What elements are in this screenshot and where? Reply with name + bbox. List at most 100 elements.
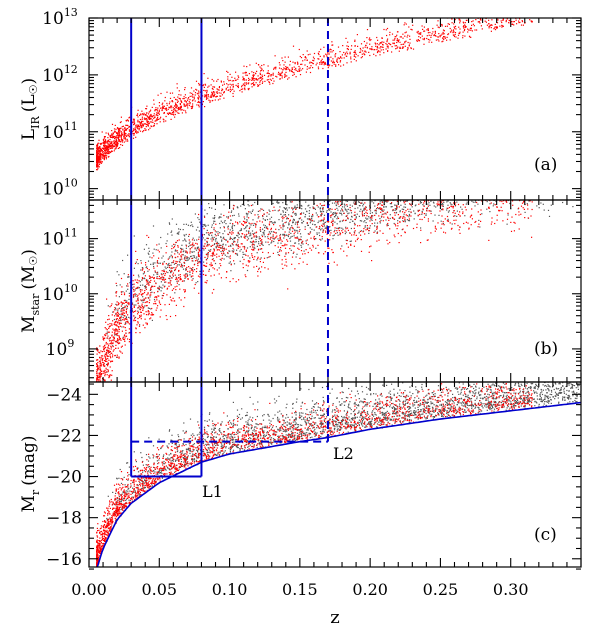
data-point (436, 24, 438, 26)
data-point (218, 87, 220, 89)
data-point (379, 197, 380, 198)
data-point (295, 221, 297, 223)
data-point (403, 171, 404, 172)
data-point (394, 180, 395, 181)
data-point (388, 42, 390, 44)
data-point (210, 96, 212, 98)
data-point (305, 71, 307, 73)
data-point (540, 202, 542, 204)
data-point (264, 236, 266, 238)
data-point (495, 184, 496, 185)
data-point (395, 187, 396, 188)
data-point (482, 193, 483, 194)
data-point (407, 158, 408, 159)
data-point (486, 192, 487, 193)
data-point (233, 90, 235, 92)
data-point (190, 105, 192, 108)
data-point (312, 206, 314, 208)
data-point (530, 20, 532, 22)
data-point (488, 19, 490, 21)
data-point (329, 208, 331, 210)
data-point (466, 185, 467, 186)
data-point (143, 114, 145, 116)
data-point (225, 244, 227, 246)
data-point (110, 345, 112, 347)
data-point (286, 204, 288, 206)
data-point (162, 273, 164, 275)
data-point (509, 172, 510, 173)
data-point (259, 83, 261, 85)
data-point (187, 98, 189, 100)
data-point (535, 134, 536, 135)
data-point (408, 219, 410, 222)
data-point (103, 159, 105, 161)
data-point (525, 167, 526, 168)
data-point (502, 220, 504, 222)
data-point (102, 336, 104, 338)
data-point (110, 357, 112, 359)
data-point (462, 186, 463, 187)
data-point (236, 221, 239, 224)
data-point (245, 198, 246, 199)
data-point (188, 245, 190, 248)
data-point (141, 279, 143, 281)
data-point (151, 115, 153, 117)
data-point (167, 264, 169, 266)
data-point (208, 233, 210, 235)
data-point (461, 161, 462, 162)
data-point (237, 85, 239, 87)
data-point (454, 174, 455, 175)
data-point (233, 197, 234, 198)
data-point (309, 207, 311, 209)
data-point (372, 194, 373, 195)
data-point (443, 38, 445, 40)
data-point (529, 151, 530, 152)
data-point (363, 178, 364, 179)
data-point (322, 209, 324, 211)
data-point (381, 201, 383, 203)
data-point (300, 69, 302, 71)
data-point (474, 205, 476, 207)
data-point (282, 69, 284, 71)
data-point (334, 227, 336, 229)
data-point (310, 190, 311, 191)
data-point (398, 141, 399, 142)
data-point (162, 118, 164, 120)
data-point (296, 197, 297, 198)
data-point (192, 96, 194, 98)
data-point (459, 20, 461, 22)
data-point (464, 24, 466, 26)
data-point (252, 77, 254, 80)
data-point (313, 52, 316, 55)
data-point (414, 185, 415, 186)
data-point (322, 186, 323, 187)
data-point (109, 147, 112, 150)
data-point (387, 50, 389, 52)
data-point (342, 228, 344, 230)
data-point (484, 189, 485, 190)
data-point (407, 34, 409, 36)
data-point (280, 242, 282, 244)
data-point (359, 51, 361, 53)
data-point (164, 281, 166, 283)
data-point (463, 27, 465, 29)
data-point (121, 144, 124, 146)
data-point (323, 62, 326, 64)
data-point (175, 98, 177, 100)
data-point (160, 92, 162, 95)
data-point (118, 135, 120, 137)
data-point (402, 46, 404, 48)
data-point (417, 209, 419, 211)
data-point (361, 195, 362, 196)
data-point (99, 161, 101, 163)
data-point (376, 208, 378, 210)
data-point (340, 179, 341, 180)
data-point (417, 214, 419, 216)
data-point (229, 236, 231, 238)
data-point (233, 80, 235, 82)
data-point (500, 206, 502, 208)
data-point (438, 214, 440, 216)
data-point (176, 233, 178, 235)
data-point (222, 246, 224, 248)
data-point (252, 82, 255, 84)
